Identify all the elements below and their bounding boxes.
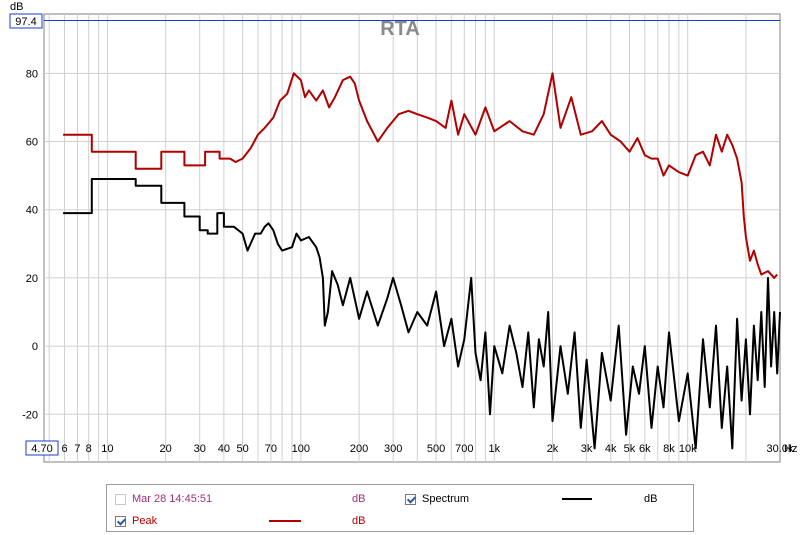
- legend-item-saved[interactable]: Mar 28 14:45:51: [115, 491, 212, 507]
- x-axis: 6 7 8 10 20 30 40 50 70 100 200 300 500 700 1k 2k 3k 4k 5k…: [61, 443, 793, 455]
- x-tick-label: 300: [384, 443, 402, 455]
- legend-checkbox-peak[interactable]: [115, 515, 126, 527]
- x-tick-label: 5k: [624, 443, 636, 455]
- legend-panel: Mar 28 14:45:51 dB Spectrum dB Peak dB: [106, 484, 694, 532]
- y-tick-label: 0: [32, 341, 38, 353]
- y-tick-label: 80: [26, 68, 38, 80]
- legend-swatch-peak: [269, 520, 301, 522]
- x-tick-label: 7: [74, 443, 80, 455]
- y-tick-label: -20: [22, 409, 38, 421]
- legend-item-peak[interactable]: Peak: [115, 513, 157, 529]
- x-tick-label: 500: [427, 443, 445, 455]
- x-tick-label: 6k: [639, 443, 651, 455]
- x-tick-label: 8k: [663, 443, 675, 455]
- x-tick-label: 30: [194, 443, 206, 455]
- x-tick-label: 10k: [679, 443, 697, 455]
- series-line-spectrum: [63, 178, 781, 450]
- y-tick-label: 20: [26, 273, 38, 285]
- x-tick-label: 1k: [488, 443, 500, 455]
- x-tick-label: 50: [237, 443, 249, 455]
- legend-unit-spectrum: dB: [644, 493, 658, 505]
- x-tick-label: 8: [86, 443, 92, 455]
- x-tick-label: 30.0k: [767, 443, 794, 455]
- x-axis-unit: Hz: [784, 443, 797, 455]
- legend-label-spectrum: Spectrum: [422, 493, 470, 505]
- legend-unit-saved: dB: [352, 493, 366, 505]
- grid: [44, 14, 780, 462]
- x-tick-label: 700: [455, 443, 473, 455]
- y-axis: 80 60 40 20 0 -20: [22, 68, 38, 421]
- x-tick-label: 6: [61, 443, 67, 455]
- y-max-box[interactable]: [9, 13, 43, 29]
- legend-label-peak: Peak: [132, 515, 158, 527]
- series-lines: [63, 72, 781, 450]
- y-tick-label: 60: [26, 137, 38, 149]
- x-tick-label: 70: [265, 443, 277, 455]
- legend-swatch-spectrum: [562, 498, 592, 500]
- plot-area: [43, 13, 781, 463]
- x-tick-label: 40: [218, 443, 230, 455]
- x-tick-label: 3k: [581, 443, 593, 455]
- x-tick-label: 20: [160, 443, 172, 455]
- x-min-box[interactable]: [25, 440, 59, 456]
- x-tick-label: 2k: [547, 443, 559, 455]
- legend-checkbox-spectrum[interactable]: [405, 493, 416, 505]
- x-tick-label: 100: [292, 443, 310, 455]
- legend-label-saved: Mar 28 14:45:51: [132, 493, 213, 505]
- legend-item-spectrum[interactable]: Spectrum: [405, 491, 469, 507]
- x-tick-label: 10: [101, 443, 113, 455]
- y-axis-label: dB: [10, 1, 23, 13]
- chart-title: RTA: [380, 18, 420, 40]
- x-min-label: 4.70: [31, 443, 52, 455]
- y-max-label: 97.4: [15, 16, 36, 28]
- series-line-peak: [63, 72, 778, 279]
- x-tick-label: 4k: [605, 443, 617, 455]
- legend-checkbox-saved[interactable]: [115, 493, 126, 505]
- legend-unit-peak: dB: [352, 515, 366, 527]
- x-tick-label: 200: [350, 443, 368, 455]
- y-tick-label: 40: [26, 205, 38, 217]
